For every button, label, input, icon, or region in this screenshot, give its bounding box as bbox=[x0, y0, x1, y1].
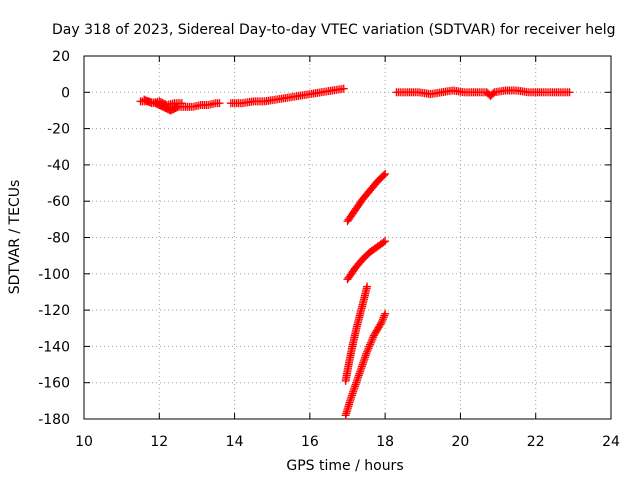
x-tick-label: 16 bbox=[301, 434, 319, 450]
data-point bbox=[367, 336, 376, 345]
grid bbox=[84, 56, 611, 419]
y-tick-label: -140 bbox=[38, 339, 70, 355]
y-tick-label: -60 bbox=[47, 194, 70, 210]
x-tick-label: 12 bbox=[150, 434, 168, 450]
data-point bbox=[379, 171, 388, 180]
x-tick-label: 18 bbox=[376, 434, 394, 450]
data-point bbox=[362, 349, 371, 358]
data-point bbox=[379, 238, 388, 247]
y-tick-label: -100 bbox=[38, 267, 70, 283]
data-point bbox=[369, 333, 378, 342]
data-point bbox=[378, 316, 387, 325]
data-point bbox=[366, 338, 375, 347]
x-tick-label: 10 bbox=[75, 434, 93, 450]
x-tick-label: 22 bbox=[527, 434, 545, 450]
data-point bbox=[368, 335, 377, 344]
x-axis-label: GPS time / hours bbox=[286, 458, 403, 474]
data-point bbox=[379, 313, 388, 322]
data-point bbox=[363, 282, 372, 291]
y-tick-label: -40 bbox=[47, 158, 70, 174]
y-tick-label: -120 bbox=[38, 303, 70, 319]
data-point bbox=[377, 318, 386, 327]
data-point bbox=[381, 169, 390, 178]
data-point bbox=[363, 346, 372, 355]
y-tick-label: 20 bbox=[52, 49, 70, 65]
y-tick-label: 0 bbox=[61, 85, 70, 101]
data-point bbox=[363, 347, 372, 356]
y-tick-label: -180 bbox=[38, 412, 70, 428]
data-point bbox=[365, 342, 374, 351]
data-point bbox=[364, 344, 373, 353]
y-tick-label: -20 bbox=[47, 122, 70, 138]
data-points bbox=[136, 84, 574, 420]
data-point bbox=[381, 237, 390, 246]
y-tick-label: -160 bbox=[38, 376, 70, 392]
x-tick-label: 24 bbox=[602, 434, 620, 450]
x-tick-label: 14 bbox=[226, 434, 244, 450]
chart-title: Day 318 of 2023, Sidereal Day-to-day VTE… bbox=[52, 22, 615, 38]
data-point bbox=[215, 99, 224, 108]
data-point bbox=[380, 311, 389, 320]
axis-ticks: 10 12 14 16 18 20 22 24 20 0 -20 -40 -60 -80 -100 -120 -… bbox=[38, 49, 620, 450]
data-point bbox=[565, 88, 574, 97]
data-point bbox=[378, 315, 387, 324]
data-point bbox=[339, 84, 348, 93]
y-tick-label: -80 bbox=[47, 231, 70, 247]
y-axis-label: SDTVAR / TECUs bbox=[7, 180, 23, 295]
x-tick-label: 20 bbox=[452, 434, 470, 450]
data-point bbox=[381, 309, 390, 318]
data-point bbox=[376, 320, 385, 329]
data-point bbox=[366, 340, 375, 349]
data-point bbox=[177, 99, 186, 108]
